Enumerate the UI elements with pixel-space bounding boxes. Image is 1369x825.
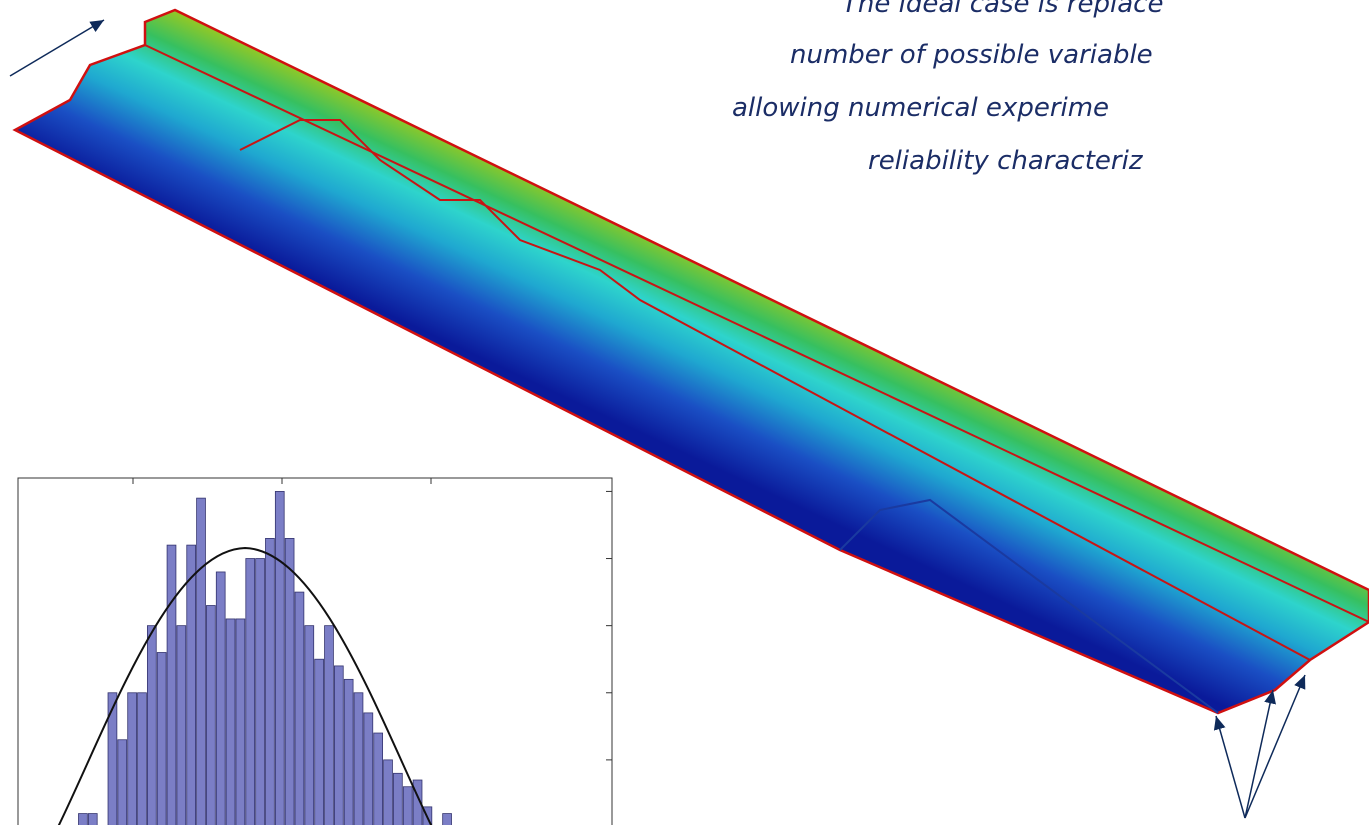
bar: [315, 659, 324, 825]
bar: [197, 498, 206, 825]
bar: [305, 626, 314, 825]
bar: [374, 733, 383, 825]
bar: [285, 538, 294, 825]
bar: [236, 619, 245, 825]
bar: [393, 773, 402, 825]
arrow: [1216, 716, 1245, 818]
bar: [266, 538, 275, 825]
bar: [118, 740, 127, 825]
bar: [384, 760, 393, 825]
arrow: [1245, 690, 1273, 818]
bar: [147, 626, 156, 825]
bar: [403, 787, 412, 825]
bar: [295, 592, 304, 825]
bar: [354, 693, 363, 825]
slide: The ideal case is replace number of poss…: [0, 0, 1369, 825]
page: {"text_lines": ["The ideal case is repla…: [0, 0, 1369, 825]
bar: [334, 666, 343, 825]
bar: [108, 693, 117, 825]
text-line: The ideal case is replace: [842, 0, 1163, 19]
bar: [128, 693, 137, 825]
bar: [157, 653, 166, 825]
bar: [187, 545, 196, 825]
bar: [256, 559, 265, 825]
bar: [177, 626, 186, 825]
bar: [246, 559, 255, 825]
bar: [138, 693, 147, 825]
bar: [325, 626, 334, 825]
bar: [88, 814, 97, 825]
bar: [167, 545, 176, 825]
bar: [206, 606, 215, 825]
bar: [443, 814, 452, 825]
bar: [275, 491, 284, 825]
bar: [344, 679, 353, 825]
text-line: allowing numerical experime: [732, 93, 1109, 123]
bar: [364, 713, 373, 825]
text-line: number of possible variable: [790, 40, 1153, 70]
bar: [216, 572, 225, 825]
bar: [226, 619, 235, 825]
bar: [79, 814, 88, 825]
text-line: reliability characteriz: [868, 146, 1144, 176]
